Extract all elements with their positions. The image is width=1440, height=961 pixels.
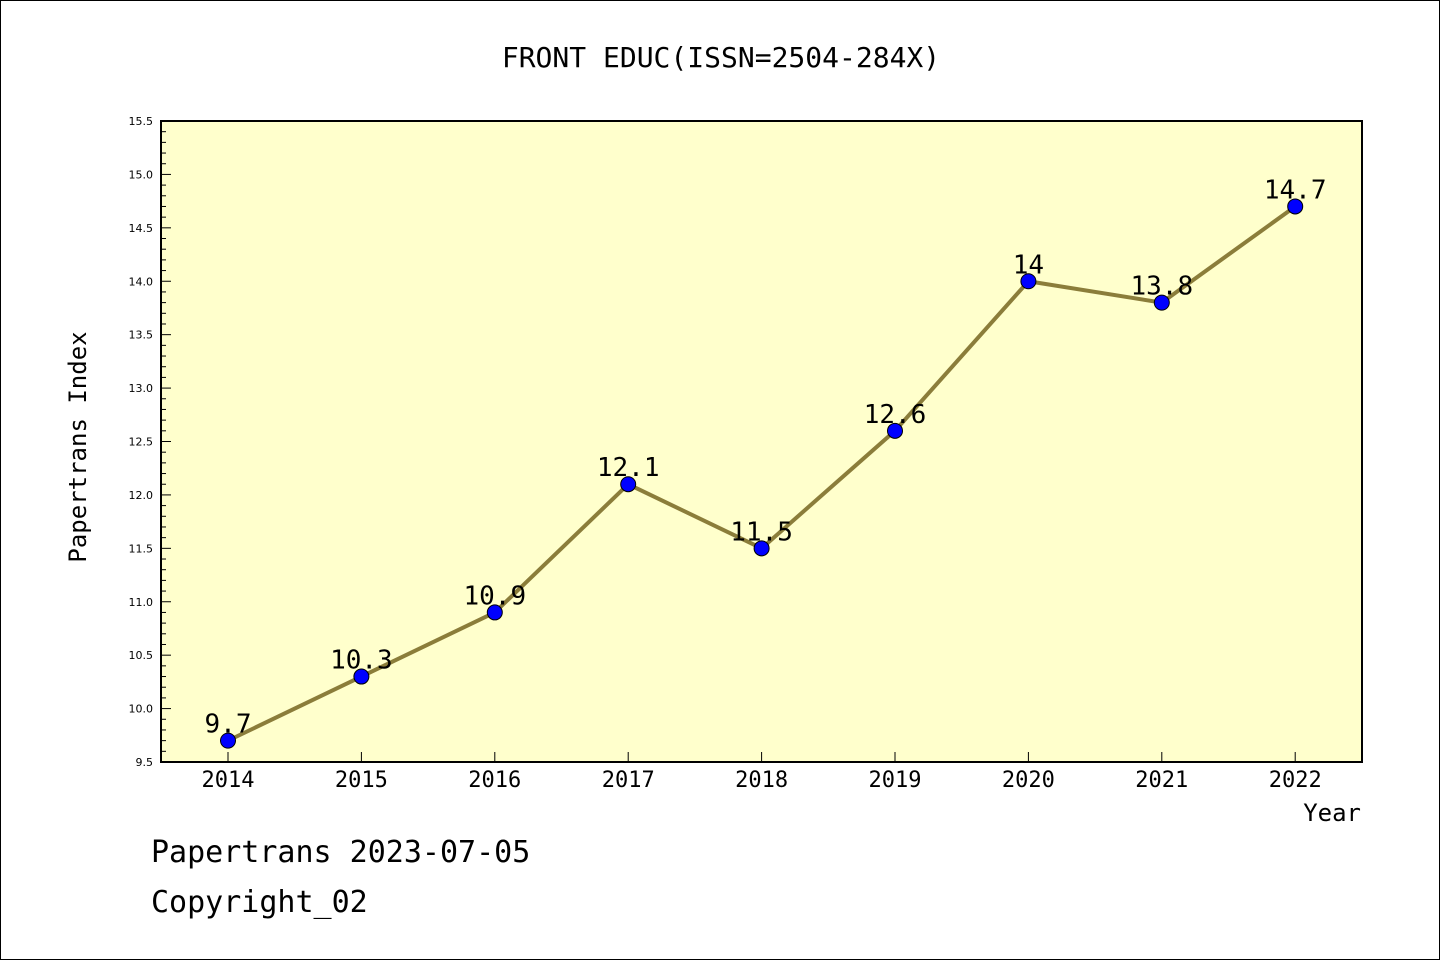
data-point-label: 13.8 bbox=[1130, 272, 1193, 302]
x-tick-label: 2019 bbox=[869, 768, 922, 793]
data-point-label: 9.7 bbox=[205, 710, 252, 740]
y-tick-label: 10.5 bbox=[129, 649, 154, 662]
data-point-marker bbox=[486, 604, 503, 621]
data-point-label: 11.5 bbox=[730, 517, 793, 547]
data-point-marker bbox=[1153, 294, 1170, 311]
x-axis-label: Year bbox=[1303, 799, 1361, 827]
y-tick-label: 11.0 bbox=[129, 596, 154, 609]
data-point-marker bbox=[353, 668, 370, 685]
y-tick-label: 13.5 bbox=[129, 329, 154, 342]
x-tick-label: 2015 bbox=[335, 768, 388, 793]
data-point-label: 14 bbox=[1013, 250, 1044, 280]
data-point-label: 14.7 bbox=[1264, 175, 1327, 205]
data-point-label: 10.9 bbox=[463, 581, 526, 611]
y-tick-label: 13.0 bbox=[129, 382, 154, 395]
x-axis: 2014 2015 2016 2017 2018 2019 2020 2021 2022 bbox=[202, 752, 1322, 793]
x-tick-label: 2021 bbox=[1135, 768, 1188, 793]
y-tick-label: 12.0 bbox=[129, 489, 154, 502]
x-tick-label: 2014 bbox=[202, 768, 255, 793]
x-tick-label: 2017 bbox=[602, 768, 655, 793]
chart-title: FRONT EDUC(ISSN=2504-284X) bbox=[502, 41, 940, 74]
y-tick-label: 14.5 bbox=[129, 222, 154, 235]
x-tick-label: 2016 bbox=[468, 768, 521, 793]
y-tick-label: 9.5 bbox=[136, 756, 154, 769]
plot-area bbox=[160, 120, 1363, 763]
data-point-marker bbox=[220, 732, 236, 749]
x-tick-label: 2022 bbox=[1269, 768, 1322, 793]
y-tick-label: 10.0 bbox=[129, 703, 154, 716]
data-point-label: 10.3 bbox=[330, 646, 393, 676]
y-tick-label: 15.5 bbox=[129, 115, 154, 128]
data-point-marker bbox=[887, 422, 903, 439]
x-tick-label: 2018 bbox=[735, 768, 788, 793]
data-point-label: 12.6 bbox=[864, 400, 927, 430]
data-point-label: 12.1 bbox=[597, 453, 660, 483]
y-tick-label: 15.0 bbox=[129, 168, 154, 181]
y-tick-label: 12.5 bbox=[129, 436, 154, 449]
y-tick-label: 14.0 bbox=[129, 275, 154, 288]
y-axis-label: Papertrans Index bbox=[64, 331, 92, 562]
data-point-marker bbox=[753, 540, 770, 557]
y-axis: 9.5 10.0 10.5 11.0 11.5 12.0 12.5 13.0 13.5 14.0 1… bbox=[129, 115, 171, 769]
data-markers bbox=[220, 198, 1304, 749]
data-labels: 9.7 10.3 10.9 12.1 11.5 12.6 14 13.8 14.7 bbox=[205, 175, 1327, 739]
x-tick-label: 2020 bbox=[1002, 768, 1055, 793]
data-point-marker bbox=[620, 476, 637, 493]
footer-date: Papertrans 2023-07-05 bbox=[151, 835, 531, 870]
data-point-marker bbox=[1020, 273, 1037, 290]
footer-copyright: Copyright_02 bbox=[151, 885, 368, 920]
y-tick-label: 11.5 bbox=[129, 542, 154, 555]
data-point-marker bbox=[1287, 198, 1304, 215]
